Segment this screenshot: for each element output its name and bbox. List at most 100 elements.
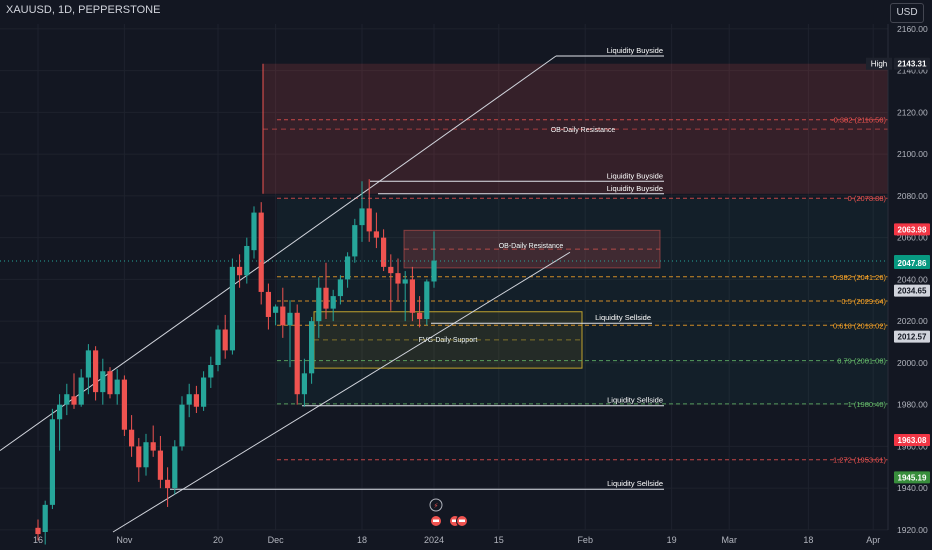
candle-body (201, 377, 207, 407)
x-tick-label: 16 (33, 535, 43, 545)
candle-body (85, 350, 91, 378)
fib-level-label: 0.382 (2041.26) (833, 273, 886, 282)
zone-label: OB-Daily Resistance (499, 243, 564, 250)
y-tick-label: 1940.00 (897, 483, 928, 493)
liquidity-label: Liquidity Sellside (607, 479, 663, 488)
candle-body (352, 225, 358, 257)
x-tick-label: 2024 (424, 535, 444, 545)
candle-body (136, 446, 142, 468)
candle-body (388, 266, 394, 274)
candle-body (409, 279, 415, 313)
candle-body (100, 371, 106, 393)
y-tick-label: 2040.00 (897, 274, 928, 284)
x-tick-label: Feb (577, 535, 593, 545)
price-badge-label: 2047.86 (898, 259, 927, 268)
lightning-glyph: ⚡ (434, 502, 439, 510)
fib-level-label: -0.382 (2116.50) (831, 116, 886, 125)
price-badge-label: 2034.65 (898, 287, 927, 296)
y-tick-label: 1980.00 (897, 400, 928, 410)
candle-body (359, 208, 365, 226)
y-tick-label: 1960.00 (897, 441, 928, 451)
candle-body (424, 281, 430, 320)
channel-lower-line (112, 251, 571, 533)
price-badge-tag-label: High (871, 60, 887, 69)
price-badge (894, 330, 930, 343)
candle-body (373, 231, 379, 238)
x-tick-label: 18 (357, 535, 367, 545)
candle-body (366, 208, 372, 232)
y-tick-label: 2120.00 (897, 107, 928, 117)
candles (35, 179, 437, 545)
candle-body (129, 429, 135, 447)
flag-icon-stripe (452, 519, 458, 522)
candle-body (71, 396, 77, 405)
candle-body (165, 479, 171, 489)
flag-icon-stripe (433, 519, 439, 522)
price-badge (894, 223, 930, 236)
x-tick-label: 20 (213, 535, 223, 545)
candle-body (42, 504, 48, 532)
y-tick-label: 2100.00 (897, 149, 928, 159)
candle-body (222, 329, 228, 351)
candle-body (251, 212, 257, 251)
zone-box (313, 311, 583, 369)
candle-body (193, 394, 199, 407)
candle-body (78, 377, 84, 405)
price-badge (894, 433, 930, 446)
candle-body (309, 321, 315, 374)
candle-body (150, 442, 156, 451)
candle-body (49, 419, 55, 505)
candle-body (208, 364, 214, 378)
candle-body (244, 245, 250, 276)
y-tick-label: 2000.00 (897, 358, 928, 368)
x-tick-label: Apr (866, 535, 880, 545)
candle-body (395, 273, 401, 284)
y-tick-label: 2020.00 (897, 316, 928, 326)
candle-body (114, 379, 120, 395)
channel-upper-line (0, 55, 557, 451)
candle-body (157, 450, 163, 480)
candle-body (417, 312, 423, 320)
price-badge (894, 57, 930, 70)
candle-body (381, 237, 387, 267)
price-badge (894, 471, 930, 484)
x-tick-label: Dec (268, 535, 285, 545)
y-tick-label: 2160.00 (897, 24, 928, 34)
zone-label: FVG-Daily Support (419, 337, 478, 344)
flag-icon-stripe (459, 519, 465, 522)
candle-body (431, 260, 437, 282)
price-badge (894, 284, 930, 297)
price-badge (894, 256, 930, 269)
lightning-icon (429, 498, 443, 512)
candle-body (215, 329, 221, 365)
x-tick-label: 15 (494, 535, 504, 545)
y-tick-label: 2060.00 (897, 233, 928, 243)
y-tick-label: 2080.00 (897, 191, 928, 201)
fib-level-label: 0.618 (2018.02) (833, 321, 886, 330)
candle-body (301, 373, 307, 395)
y-tick-label: 2140.00 (897, 66, 928, 76)
price-badge-label: 1945.19 (898, 473, 927, 482)
candle-body (121, 379, 127, 430)
price-badge-tag (866, 57, 892, 70)
candle-body (64, 394, 70, 405)
fib-level-label: 1.272 (1953.61) (833, 456, 886, 465)
liquidity-label: Liquidity Buyside (607, 184, 663, 193)
price-badge-label: 2143.31 (898, 60, 927, 69)
candle-body (229, 266, 235, 351)
zone-label: OB-Daily Resistance (551, 127, 616, 134)
liquidity-label: Liquidity Buyside (607, 171, 663, 180)
symbol-title: XAUUSD, 1D, PEPPERSTONE (6, 4, 161, 16)
fib-level-label: 0.5 (2029.64) (841, 297, 886, 306)
candle-body (258, 212, 264, 292)
liquidity-label: Liquidity Sellside (595, 313, 651, 322)
currency-button[interactable]: USD (890, 3, 924, 23)
x-tick-label: Mar (721, 535, 737, 545)
candle-body (35, 527, 41, 535)
candle-body (273, 306, 279, 313)
x-tick-label: 19 (667, 535, 677, 545)
candle-body (93, 350, 99, 393)
candle-body (265, 291, 271, 317)
candle-body (237, 266, 243, 276)
